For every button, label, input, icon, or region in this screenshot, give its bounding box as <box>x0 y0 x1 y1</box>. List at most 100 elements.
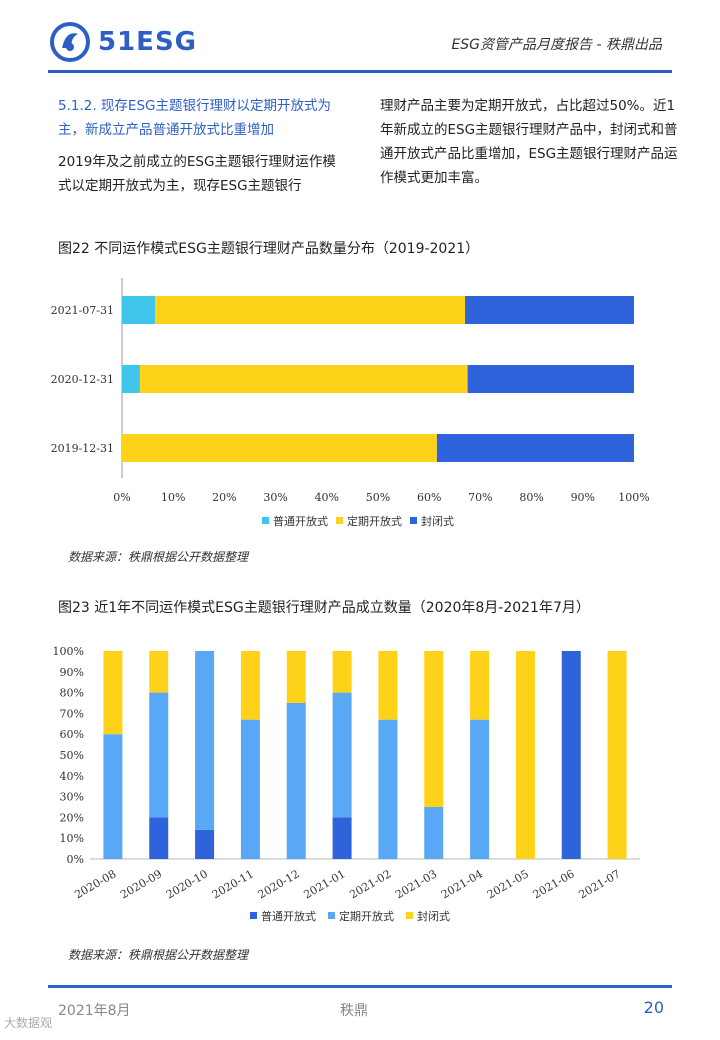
footer-date: 2021年8月 <box>58 1003 131 1019</box>
bar-2021-06-series-0 <box>561 651 581 859</box>
x-tick-label: 2020-11 <box>210 867 256 901</box>
bar-2021-01-series-1 <box>332 692 352 818</box>
bar-2021-02-series-2 <box>378 651 398 720</box>
x-tick-label: 80% <box>519 491 543 504</box>
legend-swatch-series-0 <box>262 517 269 524</box>
bar-2021-01-series-0 <box>332 817 352 859</box>
x-tick-label: 2021-03 <box>393 867 439 901</box>
bar-2020-09-series-0 <box>149 817 169 859</box>
report-title: ESG资管产品月度报告 - 秩鼎出品 <box>451 37 662 53</box>
x-tick-label: 70% <box>468 491 492 504</box>
y-tick-label: 70% <box>60 707 84 720</box>
y-tick-label: 30% <box>60 791 84 804</box>
y-tick-label: 90% <box>60 666 84 679</box>
legend-label-series-2: 封闭式 <box>417 909 450 923</box>
right-column: 理财产品主要为定期开放式，占比超过50%。近1年新成立的ESG主题银行理财产品中… <box>380 94 680 190</box>
left-paragraph: 2019年及之前成立的ESG主题银行理财运作模式以定期开放式为主，现存ESG主题… <box>58 154 336 194</box>
x-tick-label: 2021-07 <box>576 867 622 901</box>
right-paragraph: 理财产品主要为定期开放式，占比超过50%。近1年新成立的ESG主题银行理财产品中… <box>380 98 678 186</box>
legend-swatch-series-2 <box>410 517 417 524</box>
header-divider <box>48 70 672 73</box>
footer-divider <box>48 985 672 988</box>
bar-2020-10-series-0 <box>195 829 215 859</box>
y-tick-label: 100% <box>53 645 84 658</box>
page-number: 20 <box>643 998 664 1017</box>
x-tick-label: 30% <box>263 491 287 504</box>
x-tick-label: 40% <box>315 491 339 504</box>
bar-2020-12-series-2 <box>286 651 306 703</box>
x-tick-label: 2020-10 <box>164 867 210 901</box>
bar-2021-03-series-1 <box>424 807 444 859</box>
y-tick-label: 0% <box>67 853 84 866</box>
bar-2020-08-series-2 <box>103 651 123 735</box>
bar-2020-11-series-1 <box>240 719 260 859</box>
figure-22-title: 图22 不同运作模式ESG主题银行理财产品数量分布（2019-2021） <box>58 241 480 257</box>
x-tick-label: 10% <box>161 491 185 504</box>
legend-label-series-2: 封闭式 <box>421 514 454 528</box>
logo-text: 51ESG <box>98 27 198 57</box>
figure-23-chart: 0% 10% 20% 30% 40% 50% 60% 70% 80% 90% 100% 2020-08… <box>53 645 640 923</box>
bar-2020-12-31-series-0 <box>122 365 140 393</box>
x-tick-label: 100% <box>618 491 649 504</box>
x-tick-label: 2021-04 <box>439 867 485 901</box>
y-tick-label: 80% <box>60 687 84 700</box>
bar-2021-05-series-2 <box>515 651 535 859</box>
bar-2021-03-series-2 <box>424 651 444 807</box>
x-tick-label: 2021-05 <box>485 867 531 901</box>
logo: 51ESG <box>48 20 197 64</box>
legend-swatch-series-1 <box>328 912 335 919</box>
x-tick-label: 50% <box>366 491 390 504</box>
y-tick-label: 2019-12-31 <box>51 442 114 455</box>
footer-publisher: 秩鼎 <box>340 1003 368 1019</box>
legend-label-series-1: 定期开放式 <box>339 909 394 923</box>
bar-2021-04-series-1 <box>470 719 490 859</box>
x-tick-label: 2020-09 <box>118 867 164 901</box>
bar-2020-10-series-1 <box>195 651 215 830</box>
bar-2020-08-series-1 <box>103 734 123 859</box>
x-tick-label: 90% <box>571 491 595 504</box>
bar-2020-12-31-series-1 <box>139 365 468 393</box>
bar-2019-12-31-series-2 <box>436 434 634 462</box>
section-heading: 5.1.2. 现存ESG主题银行理财以定期开放式为主，新成立产品普通开放式比重增… <box>58 98 331 138</box>
bar-2021-07-31-series-1 <box>155 296 466 324</box>
bar-2021-01-series-2 <box>332 651 352 693</box>
figure-22-chart: 2021-07-31 2020-12-31 2019-12-31 0% 10% 20% 30… <box>51 278 650 528</box>
bar-2021-04-series-2 <box>470 651 490 720</box>
legend-swatch-series-2 <box>406 912 413 919</box>
logo-swirl-icon <box>50 22 90 62</box>
bar-2020-09-series-1 <box>149 692 169 818</box>
y-tick-label: 2021-07-31 <box>51 304 114 317</box>
legend-swatch-series-0 <box>250 912 257 919</box>
figure-23-title: 图23 近1年不同运作模式ESG主题银行理财产品成立数量（2020年8月-202… <box>58 600 590 616</box>
y-tick-label: 10% <box>60 832 84 845</box>
x-tick-label: 2020-08 <box>72 867 118 901</box>
y-tick-label: 2020-12-31 <box>51 373 114 386</box>
page-header: 51ESG ESG资管产品月度报告 - 秩鼎出品 <box>0 0 720 76</box>
x-tick-label: 2020-12 <box>256 867 302 901</box>
bar-2020-12-31-series-2 <box>467 365 634 393</box>
bar-2019-12-31-series-1 <box>122 434 437 462</box>
y-tick-label: 20% <box>60 811 84 824</box>
legend-label-series-1: 定期开放式 <box>347 514 402 528</box>
figure-22-source: 数据来源：秩鼎根据公开数据整理 <box>68 550 249 564</box>
y-tick-label: 40% <box>60 770 84 783</box>
bar-2021-02-series-1 <box>378 719 398 859</box>
bar-2021-07-31-series-2 <box>465 296 634 324</box>
bar-2020-12-series-1 <box>286 703 306 859</box>
x-tick-label: 60% <box>417 491 441 504</box>
bar-2020-09-series-2 <box>149 651 169 693</box>
x-tick-label: 2021-01 <box>301 867 347 901</box>
x-tick-label: 2021-02 <box>347 867 393 901</box>
watermark: 大数据观 <box>4 1016 53 1030</box>
x-tick-label: 2021-06 <box>531 867 577 901</box>
y-tick-label: 50% <box>60 749 84 762</box>
legend-label-series-0: 普通开放式 <box>261 909 316 923</box>
bar-2021-07-series-2 <box>607 651 627 859</box>
figure-23-source: 数据来源：秩鼎根据公开数据整理 <box>68 948 249 962</box>
y-tick-label: 60% <box>60 728 84 741</box>
left-column: 5.1.2. 现存ESG主题银行理财以定期开放式为主，新成立产品普通开放式比重增… <box>58 94 348 198</box>
bar-2021-07-31-series-0 <box>122 296 156 324</box>
legend-label-series-0: 普通开放式 <box>273 514 328 528</box>
x-tick-label: 0% <box>113 491 130 504</box>
legend-swatch-series-1 <box>336 517 343 524</box>
